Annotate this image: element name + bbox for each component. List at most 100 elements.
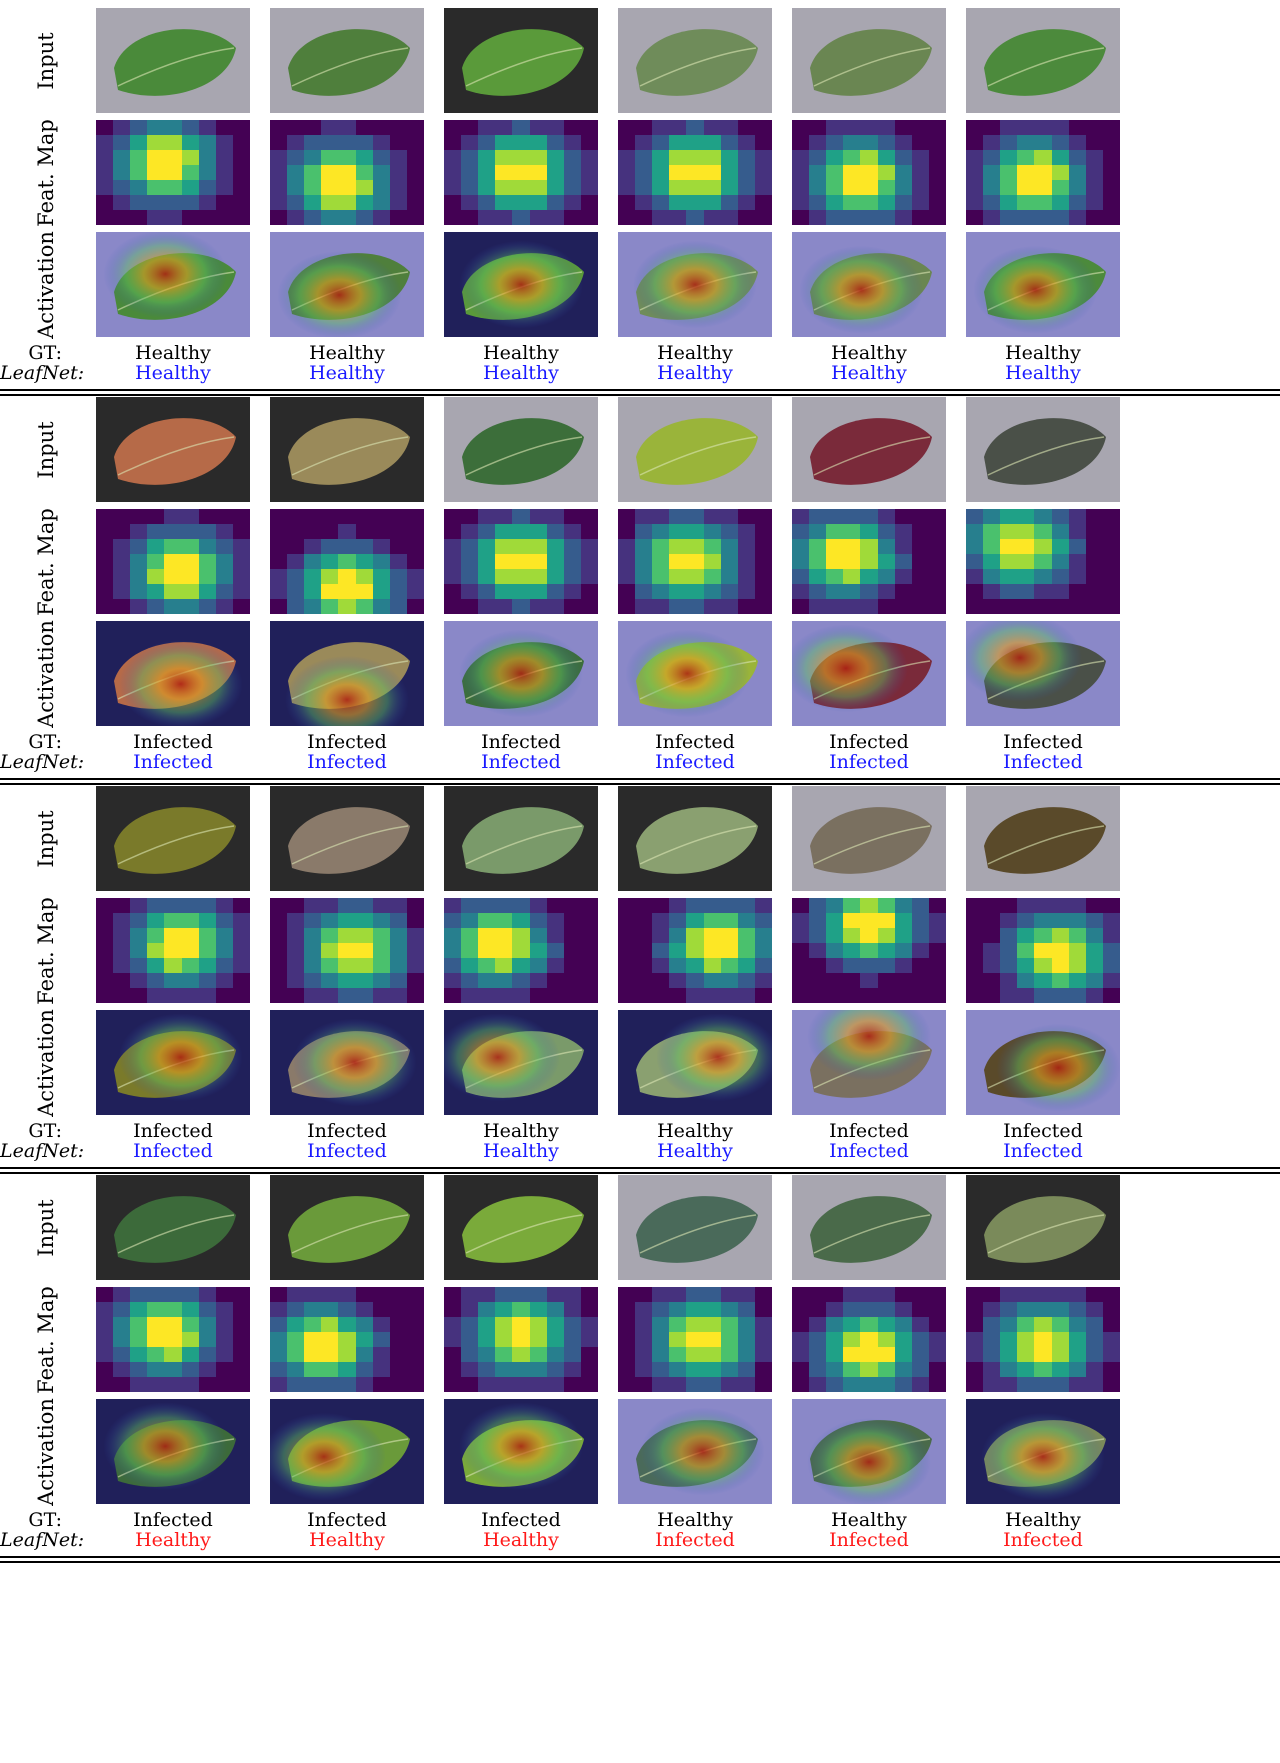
heatmap-cell bbox=[406, 928, 424, 943]
heatmap-cell bbox=[198, 165, 216, 180]
heatmap-cell bbox=[232, 1377, 250, 1392]
heatmap-cell bbox=[198, 943, 216, 958]
heatmap-cell bbox=[809, 1377, 827, 1392]
heatmap-cell bbox=[130, 1362, 148, 1377]
row-label-activation: Activation bbox=[34, 230, 58, 339]
heatmap-cell bbox=[181, 150, 199, 165]
heatmap-cell bbox=[1102, 1317, 1120, 1332]
activation-overlay-image bbox=[966, 1010, 1120, 1115]
heatmap-cell bbox=[720, 539, 738, 554]
heatmap-cell bbox=[113, 135, 131, 150]
heatmap-cell bbox=[1000, 569, 1018, 584]
heatmap-cell bbox=[130, 539, 148, 554]
heatmap-cell bbox=[215, 554, 233, 569]
heatmap-cell bbox=[355, 1317, 373, 1332]
heatmap-cell bbox=[809, 509, 827, 524]
heatmap-cell bbox=[911, 539, 929, 554]
heatmap-cell bbox=[809, 165, 827, 180]
heatmap-cell bbox=[461, 958, 479, 973]
heatmap-cell bbox=[321, 913, 339, 928]
heatmap-cell bbox=[96, 1377, 114, 1392]
heatmap-cell bbox=[983, 165, 1001, 180]
heatmap-cell bbox=[113, 165, 131, 180]
heatmap-cell bbox=[304, 165, 322, 180]
heatmap-cell bbox=[529, 988, 547, 1003]
heatmap-cell bbox=[843, 210, 861, 225]
heatmap-cell bbox=[546, 1302, 564, 1317]
heatmap-cell bbox=[232, 1347, 250, 1362]
heatmap-cell bbox=[1034, 180, 1052, 195]
activation-hotspot bbox=[103, 232, 228, 318]
heatmap-cell bbox=[928, 599, 946, 614]
heatmap-cell bbox=[461, 1362, 479, 1377]
heatmap-cell bbox=[130, 195, 148, 210]
heatmap-cell bbox=[321, 524, 339, 539]
heatmap-cell bbox=[928, 898, 946, 913]
block-divider bbox=[0, 783, 1280, 785]
ground-truth-value: Infected bbox=[829, 731, 909, 753]
heatmap-cell bbox=[669, 150, 687, 165]
heatmap-cell bbox=[928, 135, 946, 150]
heatmap-cell bbox=[529, 539, 547, 554]
heatmap-cell bbox=[911, 928, 929, 943]
heatmap-cell bbox=[737, 120, 755, 135]
heatmap-cell bbox=[338, 569, 356, 584]
activation-cell bbox=[96, 232, 250, 337]
heatmap-cell bbox=[877, 539, 895, 554]
heatmap-cell bbox=[792, 599, 810, 614]
heatmap-cell bbox=[809, 180, 827, 195]
heatmap-cell bbox=[1017, 599, 1035, 614]
heatmap-cell bbox=[444, 120, 462, 135]
heatmap-cell bbox=[406, 599, 424, 614]
heatmap-cell bbox=[720, 1332, 738, 1347]
heatmap-cell bbox=[389, 988, 407, 1003]
heatmap-cell bbox=[754, 120, 772, 135]
feature-heatmap bbox=[792, 1287, 946, 1392]
heatmap-cell bbox=[96, 1347, 114, 1362]
heatmap-cell bbox=[652, 973, 670, 988]
heatmap-cell bbox=[406, 1302, 424, 1317]
heatmap-cell bbox=[983, 973, 1001, 988]
heatmap-cell bbox=[580, 599, 598, 614]
heatmap-cell bbox=[911, 988, 929, 1003]
heatmap-cell bbox=[546, 539, 564, 554]
heatmap-cell bbox=[372, 988, 390, 1003]
heatmap-cell bbox=[1017, 958, 1035, 973]
heatmap-cell bbox=[618, 958, 636, 973]
heatmap-cell bbox=[215, 599, 233, 614]
heatmap-cell bbox=[406, 539, 424, 554]
heatmap-cell bbox=[966, 898, 984, 913]
heatmap-cell bbox=[826, 958, 844, 973]
heatmap-cell bbox=[113, 524, 131, 539]
heatmap-cell bbox=[754, 180, 772, 195]
heatmap-cell bbox=[686, 150, 704, 165]
heatmap-cell bbox=[355, 539, 373, 554]
activation-overlay-image bbox=[444, 621, 598, 726]
heatmap-cell bbox=[478, 958, 496, 973]
input-cell bbox=[966, 8, 1120, 113]
heatmap-cell bbox=[164, 1317, 182, 1332]
feat-map-cell bbox=[444, 120, 598, 225]
heatmap-cell bbox=[546, 165, 564, 180]
feat-map-cell bbox=[618, 1287, 772, 1392]
heatmap-cell bbox=[478, 180, 496, 195]
heatmap-cell bbox=[444, 165, 462, 180]
prediction-value: Healthy bbox=[657, 362, 733, 384]
activation-cell bbox=[444, 1010, 598, 1115]
ground-truth-value: Healthy bbox=[135, 342, 211, 364]
heatmap-cell bbox=[928, 509, 946, 524]
heatmap-cell bbox=[669, 539, 687, 554]
heatmap-cell bbox=[563, 599, 581, 614]
model-label: LeafNet: bbox=[0, 751, 85, 773]
heatmap-cell bbox=[826, 150, 844, 165]
heatmap-cell bbox=[444, 928, 462, 943]
heatmap-cell bbox=[215, 1347, 233, 1362]
heatmap-cell bbox=[580, 210, 598, 225]
heatmap-cell bbox=[703, 973, 721, 988]
heatmap-cell bbox=[1000, 1287, 1018, 1302]
heatmap-cell bbox=[546, 1377, 564, 1392]
heatmap-cell bbox=[198, 120, 216, 135]
heatmap-cell bbox=[529, 180, 547, 195]
heatmap-cell bbox=[1017, 135, 1035, 150]
